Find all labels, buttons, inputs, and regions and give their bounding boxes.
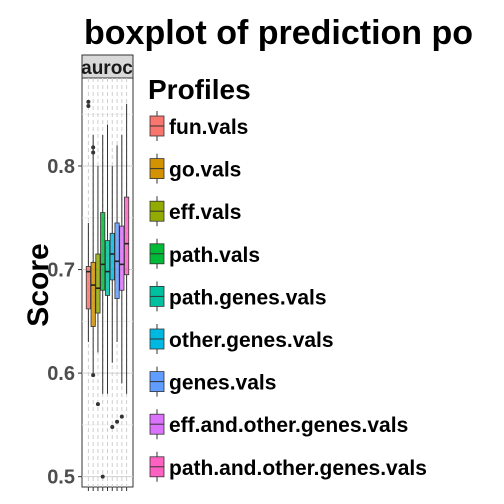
legend-label: genes.vals [169,372,276,395]
box-eff.vals [95,166,101,407]
legend-label: go.vals [169,159,241,182]
box-genes.vals [114,145,120,424]
box-iqr [100,212,106,291]
outlier-point [119,414,124,419]
legend-item-fun.vals: fun.vals [149,111,248,141]
outlier-point [115,419,120,424]
y-axis: 0.5 0.6 0.7 0.8 [47,156,128,491]
box-iqr [85,266,91,310]
legend-label: eff.vals [169,201,241,224]
outlier-point [91,145,96,150]
legend-label: path.genes.vals [169,286,327,309]
y-axis-label: Score [22,243,55,326]
chart-title: boxplot of prediction po [84,14,473,52]
y-tick-label: 0.7 [47,260,75,282]
legend-label: eff.and.other.genes.vals [169,414,408,437]
legend-label: other.genes.vals [169,329,334,352]
box-iqr [95,253,101,314]
outlier-point [91,373,96,378]
box-go.vals [90,134,96,378]
box-iqr [90,261,96,327]
legend-item-genes.vals: genes.vals [149,366,276,397]
legend: fun.vals go.vals eff.vals path.vals path.gen… [149,111,427,482]
legend-item-eff.vals: eff.vals [149,196,241,227]
box-iqr [119,225,125,291]
legend-item-other.genes.vals: other.genes.vals [149,324,334,354]
outlier-point [110,424,115,429]
y-tick-label: 0.5 [47,467,75,489]
outlier-point [86,103,91,108]
legend-label: fun.vals [169,116,248,139]
y-tick-label: 0.6 [47,363,75,385]
outlier-point [100,474,105,479]
outlier-point [95,402,100,407]
legend-item-go.vals: go.vals [149,153,241,184]
outlier-point [86,99,91,104]
legend-item-path.vals: path.vals [149,238,260,269]
box-path.genes.vals [104,124,111,394]
legend-label: path.and.other.genes.vals [169,457,427,480]
box-iqr [109,232,115,281]
legend-item-eff.and.other.genes.vals: eff.and.other.genes.vals [149,409,408,440]
box-iqr [124,196,130,276]
box-eff.and.other.genes.vals [119,134,125,419]
legend-item-path.genes.vals: path.genes.vals [149,281,327,312]
box-fun.vals [85,99,91,343]
boxplot-series [85,99,130,479]
legend-label: path.vals [169,244,260,267]
y-tick-label: 0.8 [47,156,75,178]
legend-title: Profiles [148,74,251,105]
box-path.vals [100,134,106,479]
box-other.genes.vals [109,166,115,429]
box-iqr [104,240,111,296]
facet-strip-label: auroc [81,58,133,79]
box-path.and.other.genes.vals [124,103,130,394]
outlier-point [91,150,96,155]
legend-item-path.and.other.genes.vals: path.and.other.genes.vals [149,451,427,482]
